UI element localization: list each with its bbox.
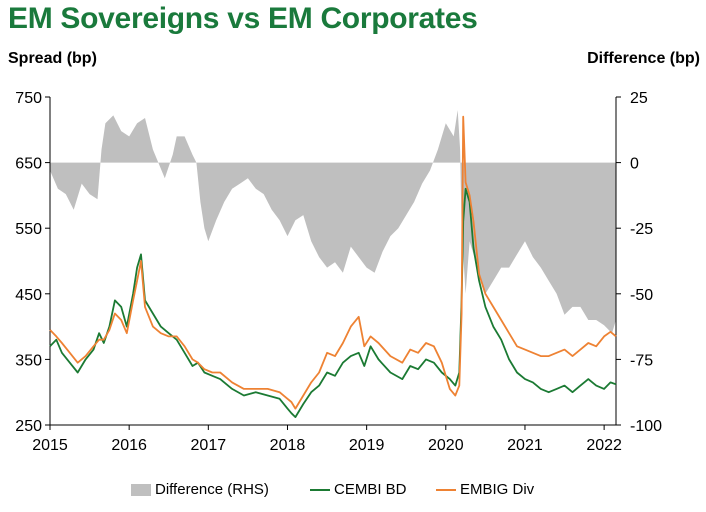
x-tick-label: 2018 bbox=[270, 437, 306, 454]
right-tick-label: 25 bbox=[630, 90, 648, 107]
x-tick-label: 2017 bbox=[191, 437, 227, 454]
right-axis-title: Difference (bp) bbox=[587, 50, 700, 67]
legend-label-embig: EMBIG Div bbox=[460, 481, 535, 498]
left-tick-label: 250 bbox=[15, 418, 42, 435]
left-tick-label: 550 bbox=[15, 221, 42, 238]
legend-item-embig: EMBIG Div bbox=[436, 481, 534, 498]
legend-label-difference: Difference (RHS) bbox=[155, 481, 269, 498]
legend: Difference (RHS) CEMBI BD EMBIG Div bbox=[0, 481, 706, 503]
legend-swatch-embig bbox=[436, 488, 456, 491]
right-tick-label: -25 bbox=[630, 221, 653, 238]
chart-title: EM Sovereigns vs EM Corporates bbox=[8, 2, 478, 35]
x-tick-label: 2020 bbox=[428, 437, 464, 454]
right-tick-label: -100 bbox=[630, 418, 662, 435]
difference-area bbox=[50, 110, 616, 334]
legend-label-cembi: CEMBI BD bbox=[334, 481, 407, 498]
left-tick-label: 650 bbox=[15, 156, 42, 173]
right-tick-label: -75 bbox=[630, 352, 653, 369]
right-tick-label: 0 bbox=[630, 156, 639, 173]
x-tick-label: 2015 bbox=[32, 437, 68, 454]
cembi-bd-line bbox=[49, 187, 617, 418]
left-tick-label: 750 bbox=[15, 90, 42, 107]
legend-swatch-cembi bbox=[310, 488, 330, 491]
legend-item-difference: Difference (RHS) bbox=[131, 481, 269, 498]
x-tick-label: 2019 bbox=[349, 437, 385, 454]
legend-swatch-difference bbox=[131, 483, 151, 496]
right-tick-label: -50 bbox=[630, 287, 653, 304]
x-tick-label: 2021 bbox=[507, 437, 543, 454]
x-tick-label: 2022 bbox=[586, 437, 622, 454]
left-axis-title: Spread (bp) bbox=[8, 50, 97, 67]
left-tick-label: 350 bbox=[15, 352, 42, 369]
x-tick-label: 2016 bbox=[111, 437, 147, 454]
embig-div-line bbox=[49, 115, 617, 410]
legend-item-cembi: CEMBI BD bbox=[310, 481, 407, 498]
left-tick-label: 450 bbox=[15, 287, 42, 304]
